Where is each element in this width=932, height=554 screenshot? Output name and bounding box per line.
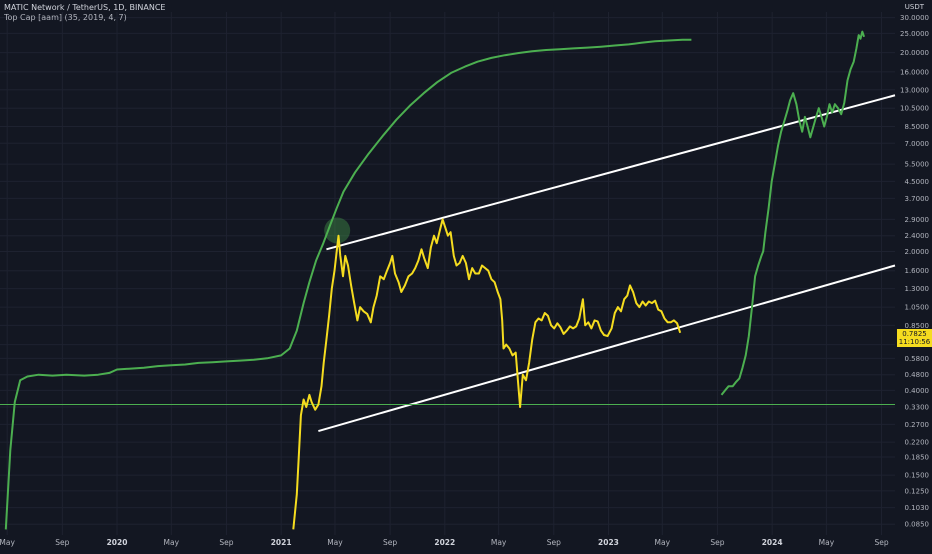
y-tick-label: 16.0000 (900, 68, 929, 76)
y-tick-label: 5.5000 (905, 161, 930, 169)
series (4, 30, 866, 530)
price-series-2021-2023 (292, 218, 682, 530)
annotations (0, 94, 896, 432)
top-cap-series (4, 38, 692, 530)
y-tick-label: 30.0000 (900, 14, 929, 22)
y-tick-label: 2.9000 (905, 216, 930, 224)
last-price-value: 0.7825 (902, 330, 927, 338)
x-tick-label: May (819, 538, 835, 547)
y-tick-label: 0.0850 (905, 521, 930, 529)
x-tick-label: 2020 (107, 538, 128, 547)
x-tick-label: 2021 (271, 538, 292, 547)
y-tick-label: 0.5800 (905, 355, 930, 363)
last-price-tag: 0.7825 11:10:56 (897, 329, 932, 347)
y-tick-label: 1.0500 (905, 304, 930, 312)
x-axis: May Sep 2020 May Sep 2021 May Sep 2022 May Sep 2023… (0, 538, 889, 547)
channel-line (318, 264, 896, 432)
y-tick-label: 13.0000 (900, 86, 929, 94)
y-tick-label: 0.1850 (905, 454, 930, 462)
x-tick-label: Sep (874, 538, 888, 547)
grid (0, 12, 895, 535)
x-tick-label: Sep (710, 538, 724, 547)
symbol-title[interactable]: MATIC Network / TetherUS, 1D, BINANCE (4, 3, 166, 12)
x-tick-label: Sep (55, 538, 69, 547)
indicator-legend[interactable]: Top Cap [aam] (35, 2019, 4, 7) (4, 13, 127, 22)
y-axis: 30.0000 25.0000 20.0000 16.0000 13.0000 10.50… (900, 14, 929, 529)
y-tick-label: 8.5000 (905, 123, 930, 131)
x-tick-label: 2022 (434, 538, 455, 547)
y-tick-label: 3.7000 (905, 195, 930, 203)
y-tick-label: 0.4000 (905, 387, 930, 395)
y-tick-label: 25.0000 (900, 30, 929, 38)
y-tick-label: 1.6000 (905, 267, 930, 275)
x-tick-label: May (164, 538, 180, 547)
x-tick-label: Sep (547, 538, 561, 547)
y-tick-label: 2.4000 (905, 232, 930, 240)
y-tick-label: 0.2700 (905, 421, 930, 429)
y-tick-label: 7.0000 (905, 140, 930, 148)
x-tick-label: May (0, 538, 15, 547)
x-tick-label: 2024 (762, 538, 783, 547)
y-tick-label: 20.0000 (900, 49, 929, 57)
x-tick-label: 2023 (598, 538, 619, 547)
x-tick-label: May (655, 538, 671, 547)
y-tick-label: 0.1500 (905, 472, 930, 480)
y-tick-label: 2.0000 (905, 248, 930, 256)
y-tick-label: 0.8500 (905, 322, 930, 330)
x-tick-label: May (491, 538, 507, 547)
y-tick-label: 0.3300 (905, 404, 930, 412)
x-tick-label: Sep (383, 538, 397, 547)
y-tick-label: 0.1250 (905, 487, 930, 495)
x-tick-label: May (327, 538, 343, 547)
y-tick-label: 0.1030 (905, 504, 930, 512)
price-series-2023-2024 (720, 30, 866, 396)
bar-countdown: 11:10:56 (898, 338, 931, 346)
chart-header: MATIC Network / TetherUS, 1D, BINANCE To… (4, 3, 165, 23)
channel-line (326, 94, 896, 251)
y-tick-label: 4.5000 (905, 178, 930, 186)
y-tick-label: 10.5000 (900, 105, 929, 113)
y-tick-label: 0.4800 (905, 371, 930, 379)
y-tick-label: 1.3000 (905, 285, 930, 293)
y-tick-label: 0.2200 (905, 439, 930, 447)
currency-label: USDT (904, 3, 924, 11)
x-tick-label: Sep (219, 538, 233, 547)
